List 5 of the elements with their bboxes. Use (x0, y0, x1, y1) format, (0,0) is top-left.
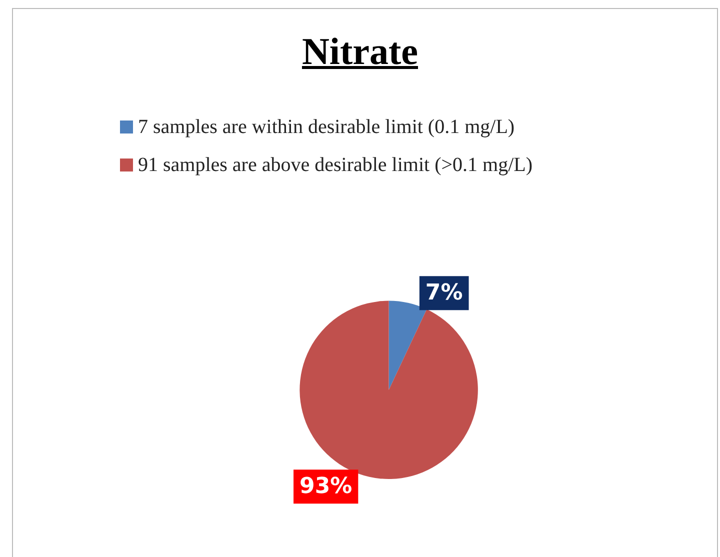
data-label: 7% (425, 280, 463, 306)
legend-label: 91 samples are above desirable limit (>0.1 mg/L) (138, 154, 533, 176)
legend-label: 7 samples are within desirable limit (0.1 mg/L) (138, 116, 515, 138)
data-label: 93% (300, 474, 352, 500)
chart-title: Nitrate (300, 30, 420, 74)
